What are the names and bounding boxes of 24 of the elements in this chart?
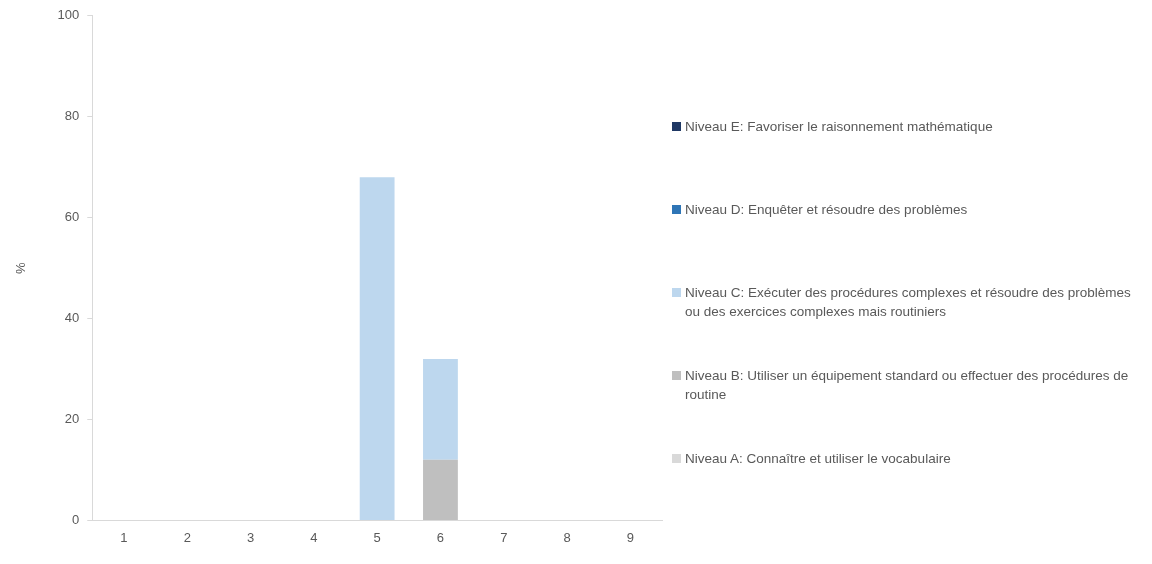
x-tick-label: 7 xyxy=(500,529,508,545)
y-tick-label: 100 xyxy=(57,7,80,23)
x-tick-label: 2 xyxy=(183,529,191,545)
legend-label: Niveau C: Exécuter des procédures complexes et résoudre des problèmes ou des exercices complexes mais routiniers xyxy=(685,284,1132,321)
x-tick-label: 6 xyxy=(436,529,445,545)
x-tick-label: 3 xyxy=(246,529,255,545)
bar xyxy=(423,358,458,460)
y-tick-label: 20 xyxy=(64,411,80,427)
x-tick-label: 4 xyxy=(310,529,318,545)
x-tick-label: 8 xyxy=(563,529,571,545)
y-tick-label: 60 xyxy=(64,209,80,225)
x-tick-label: 1 xyxy=(120,529,128,545)
legend-label: Niveau B: Utiliser un équipement standard ou effectuer des procédures de routine xyxy=(685,367,1130,404)
y-tick-label: 80 xyxy=(64,108,80,124)
legend-label: Niveau A: Connaître et utiliser le vocabulaire xyxy=(685,450,951,468)
legend-label: Niveau D: Enquêter et résoudre des problèmes xyxy=(685,201,968,219)
y-axis-title: % xyxy=(13,261,29,274)
legend-label: Niveau E: Favoriser le raisonnement mathématique xyxy=(685,118,993,136)
bar xyxy=(359,177,395,520)
x-tick-label: 9 xyxy=(626,529,634,545)
bar xyxy=(423,459,458,520)
y-tick-label: 0 xyxy=(72,511,80,527)
y-tick-label: 40 xyxy=(64,310,80,326)
x-tick-label: 5 xyxy=(373,529,381,545)
